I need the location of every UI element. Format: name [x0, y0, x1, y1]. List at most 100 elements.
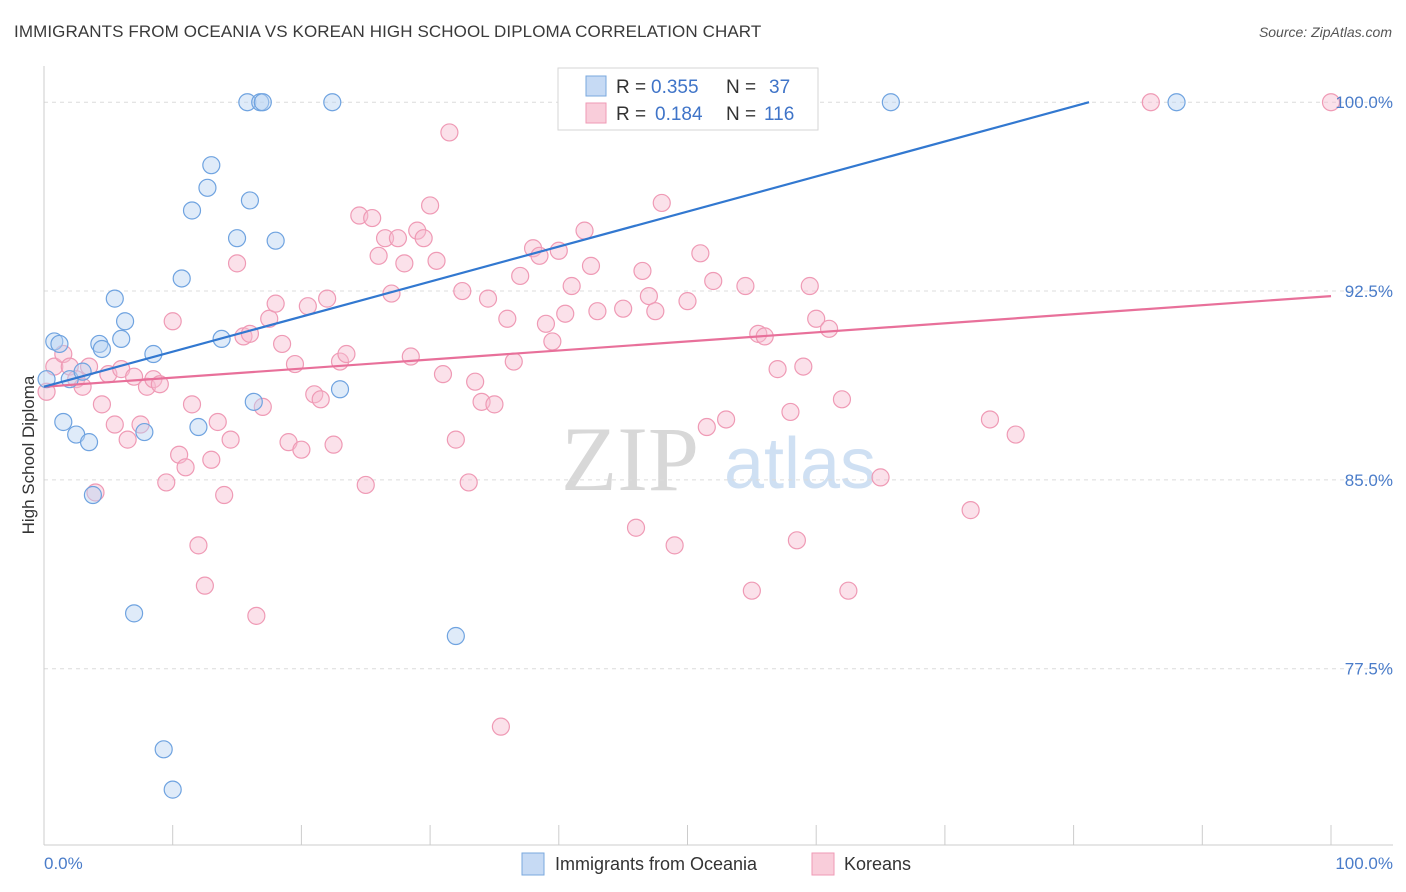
koreans-point-109: [961, 501, 980, 520]
legend-swatch-oceania: [585, 75, 607, 97]
koreans-point-80: [575, 221, 594, 240]
oceania-point-21: [189, 417, 208, 437]
koreans-point-12: [118, 430, 137, 449]
grid: [44, 101, 1393, 670]
koreans-point-90: [678, 292, 697, 311]
koreans-point-87: [646, 302, 665, 321]
koreans-point-40: [298, 297, 317, 316]
koreans-point-54: [395, 254, 414, 273]
koreans-point-113: [1321, 93, 1341, 112]
series-koreans: [37, 93, 1341, 736]
koreans-point-69: [491, 717, 510, 736]
koreans-point-33: [253, 397, 272, 416]
koreans-point-21: [176, 458, 195, 477]
correlation-legend: R = 0.355 N = 37 R = 0.184 N = 116: [557, 67, 819, 131]
chart-title: IMMIGRANTS FROM OCEANIA VS KOREAN HIGH S…: [14, 22, 762, 41]
series-legend: Immigrants from Oceania Koreans: [521, 852, 911, 876]
oceania-point-19: [172, 269, 191, 288]
koreans-point-78: [556, 304, 575, 323]
oceania-point-7: [79, 433, 99, 452]
koreans-point-106: [832, 390, 852, 409]
oceania-point-28: [244, 392, 263, 411]
legend-r-label-2: R =: [616, 104, 646, 125]
koreans-point-79: [562, 276, 581, 296]
koreans-point-96: [742, 581, 761, 600]
oceania-trend-line: [43, 101, 1090, 388]
koreans-point-25: [202, 450, 221, 469]
oceania-point-3: [54, 412, 73, 432]
koreans-point-93: [704, 271, 723, 291]
koreans-point-24: [195, 576, 214, 595]
oceania-point-27: [240, 191, 260, 210]
koreans-point-44: [324, 435, 343, 454]
koreans-point-50: [369, 246, 388, 265]
legend-swatch-koreans: [585, 102, 607, 124]
koreans-point-49: [363, 208, 382, 228]
bottom-legend-label-oceania: Immigrants from Oceania: [555, 854, 758, 874]
oceania-point-20: [182, 201, 202, 220]
koreans-point-76: [543, 332, 562, 351]
tick-labels: 100.0% 92.5% 85.0% 77.5% 0.0% 100.0%: [44, 93, 1393, 873]
koreans-point-83: [614, 299, 633, 318]
oceania-point-16: [144, 344, 163, 364]
koreans-point-42: [311, 390, 330, 409]
koreans-point-86: [639, 286, 658, 306]
koreans-point-112: [1141, 93, 1160, 112]
koreans-point-65: [466, 372, 485, 391]
koreans-point-61: [440, 123, 459, 142]
koreans-point-48: [356, 475, 375, 495]
oceania-point-0: [37, 370, 56, 389]
oceania-point-34: [446, 626, 465, 646]
koreans-point-46: [337, 344, 356, 364]
koreans-point-28: [221, 430, 240, 449]
y-axis-label: High School Diploma: [19, 375, 38, 534]
oceania-point-14: [124, 604, 144, 623]
koreans-point-72: [511, 266, 530, 286]
koreans-point-64: [459, 473, 478, 492]
koreans-point-104: [807, 309, 826, 328]
koreans-point-68: [485, 395, 504, 414]
chart-source: Source: ZipAtlas.com: [1258, 24, 1392, 40]
koreans-point-92: [697, 417, 716, 437]
koreans-point-27: [215, 485, 234, 505]
koreans-point-57: [414, 229, 433, 248]
koreans-point-81: [581, 256, 601, 275]
koreans-point-85: [633, 261, 652, 281]
koreans-point-36: [272, 334, 292, 354]
koreans-point-0: [37, 382, 56, 401]
koreans-point-22: [182, 395, 202, 414]
legend-r-value-1: 0.355: [651, 77, 699, 98]
koreans-point-70: [498, 309, 517, 328]
koreans-point-56: [408, 221, 427, 240]
bottom-legend-swatch-oceania: [521, 852, 545, 876]
koreans-point-71: [504, 352, 523, 371]
koreans-point-7: [86, 483, 105, 502]
y-tick-label-3: 77.5%: [1345, 660, 1393, 679]
watermark-zip: ZIP: [561, 408, 699, 510]
koreans-point-67: [478, 289, 498, 308]
koreans-point-39: [292, 440, 311, 459]
koreans-point-60: [433, 365, 453, 384]
koreans-point-108: [871, 468, 890, 487]
koreans-point-75: [536, 314, 556, 333]
koreans-point-101: [787, 531, 806, 550]
oceania-point-12: [112, 329, 131, 348]
legend-n-label-1: N =: [726, 77, 756, 98]
koreans-point-58: [421, 196, 440, 215]
legend-r-value-2: 0.184: [655, 104, 703, 125]
koreans-point-95: [736, 276, 755, 296]
bottom-legend-swatch-koreans: [811, 852, 835, 876]
oceania-point-15: [135, 422, 154, 442]
series-oceania: [37, 93, 1186, 799]
koreans-point-34: [260, 309, 279, 328]
koreans-point-110: [980, 410, 1000, 429]
koreans-point-18: [157, 473, 176, 492]
koreans-point-111: [1006, 425, 1025, 444]
koreans-point-82: [588, 302, 607, 321]
koreans-point-53: [388, 229, 408, 248]
oceania-point-17: [154, 740, 173, 759]
koreans-point-19: [163, 312, 182, 331]
koreans-point-35: [266, 294, 285, 313]
oceania-point-2: [50, 334, 69, 354]
